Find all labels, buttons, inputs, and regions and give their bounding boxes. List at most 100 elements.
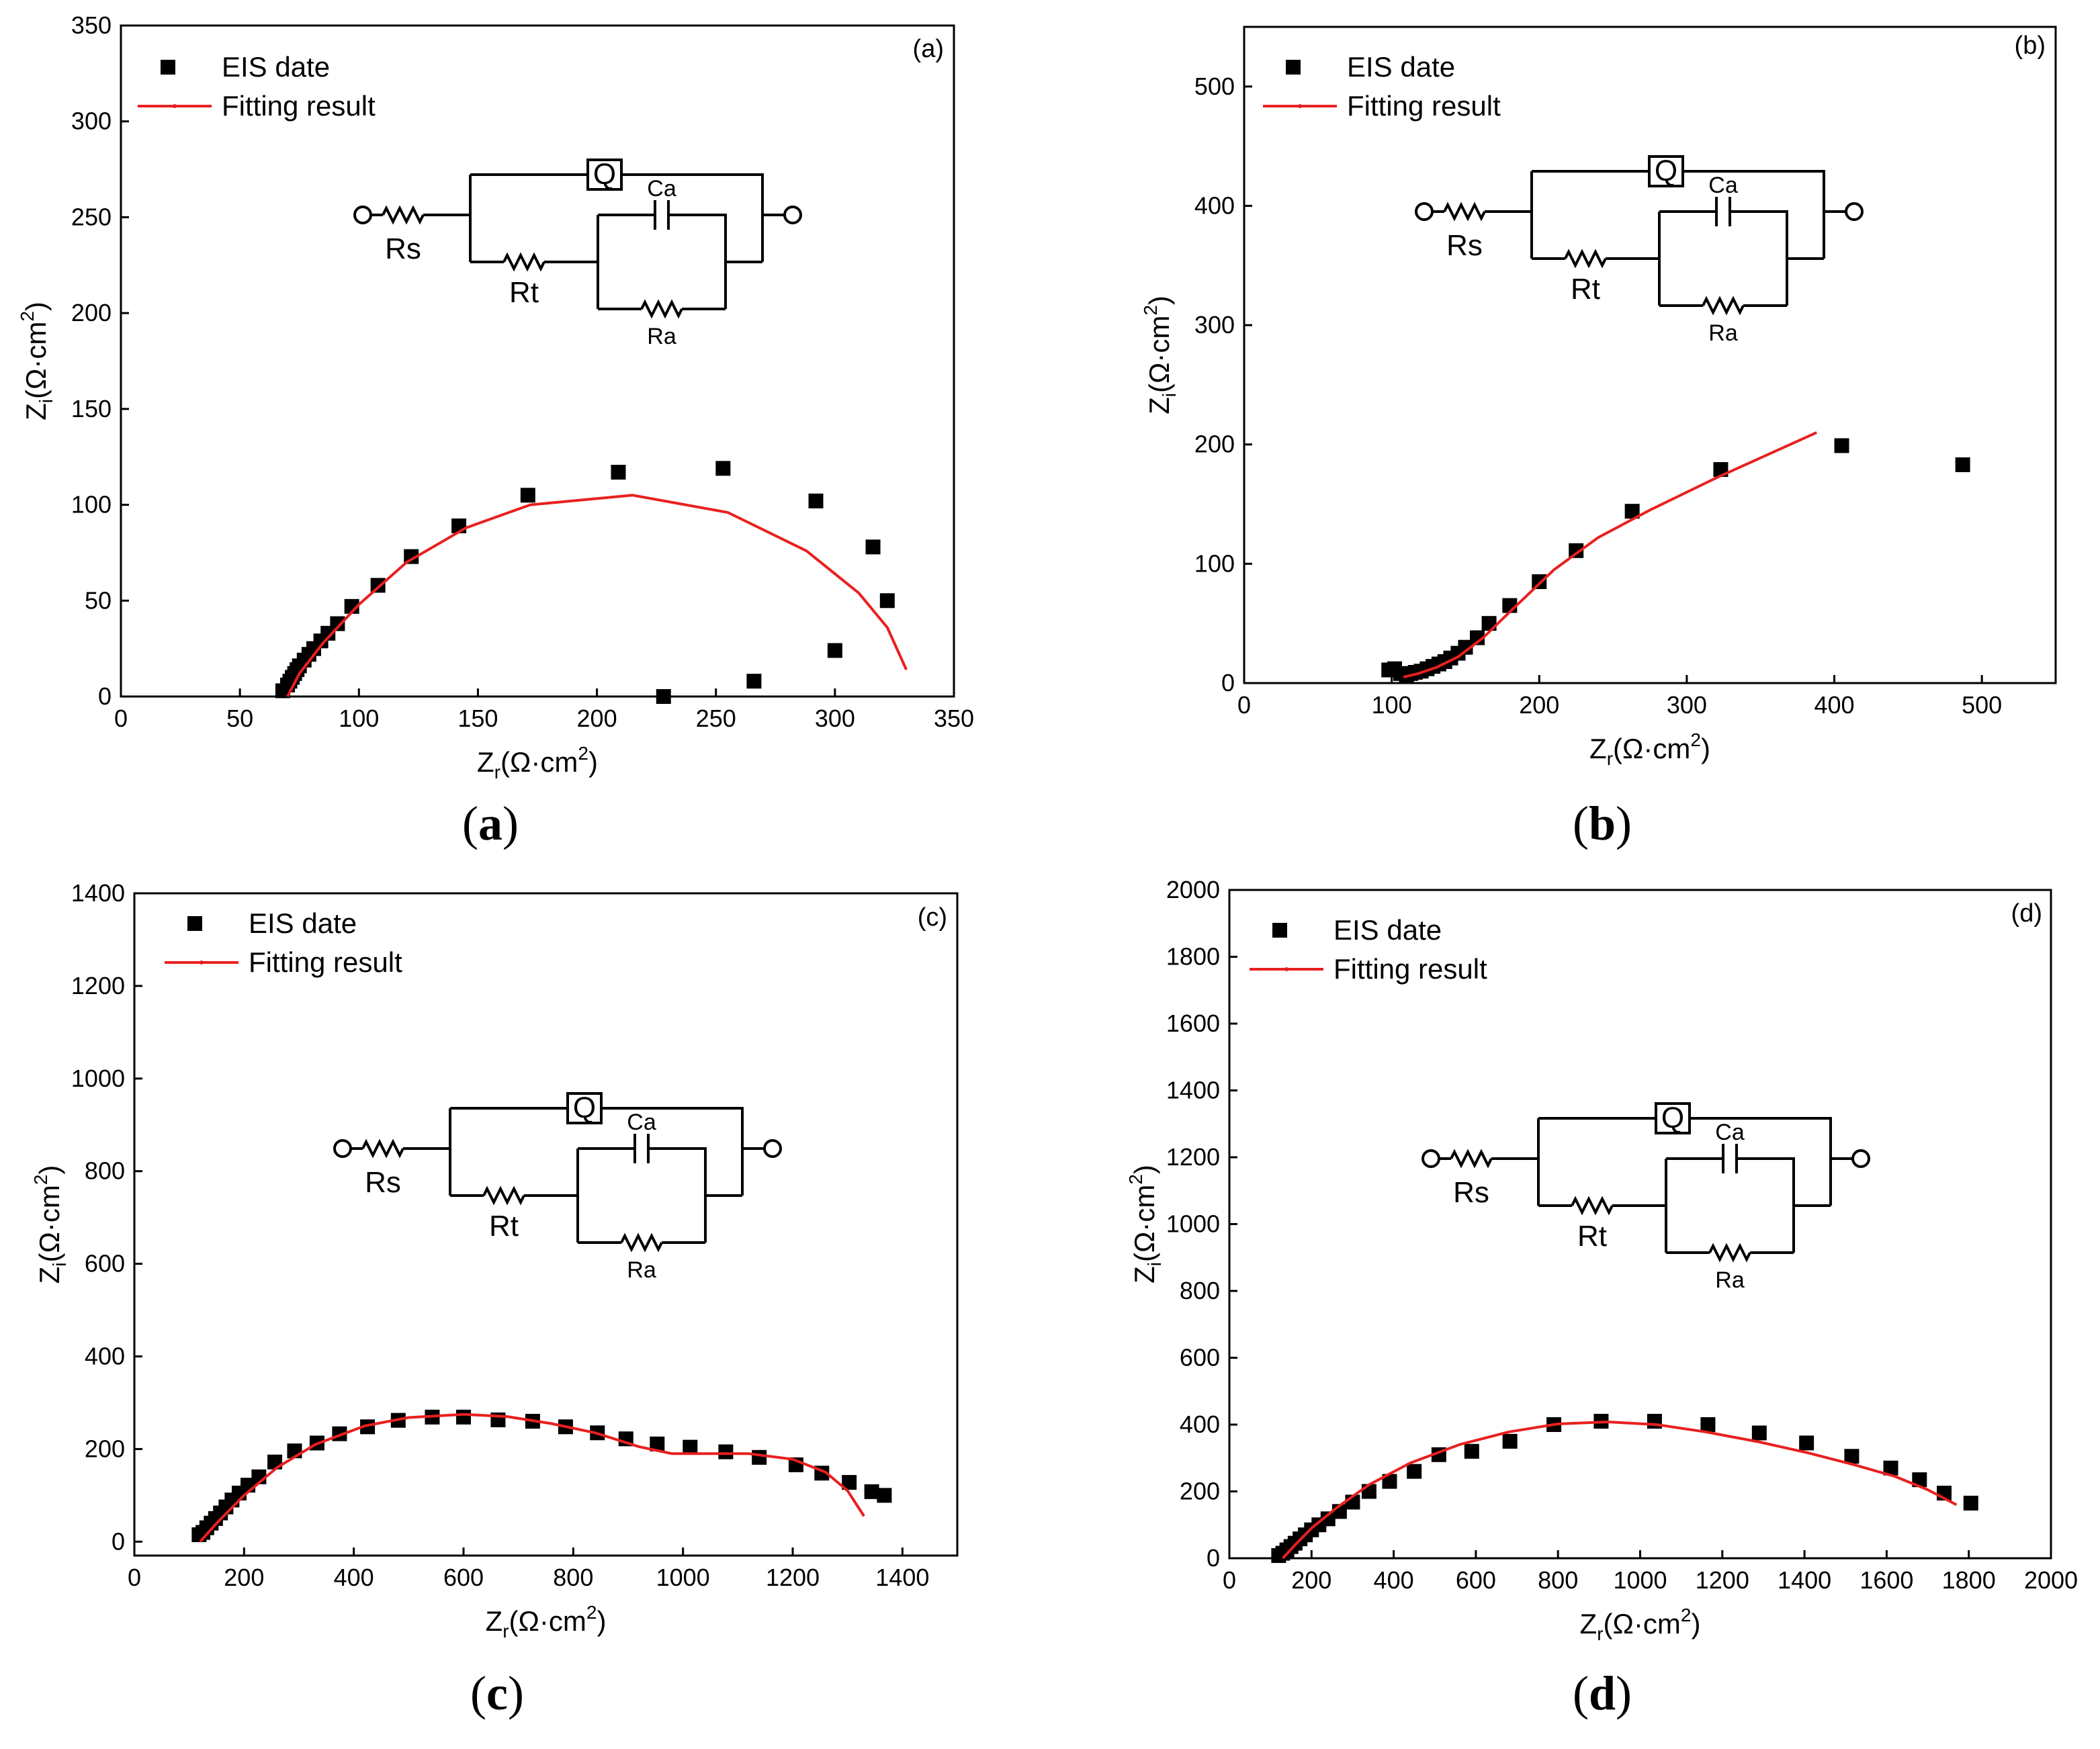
terminal-left-icon bbox=[1415, 202, 1434, 221]
legend-fit-dot-icon bbox=[200, 960, 204, 965]
data-point bbox=[865, 539, 881, 555]
data-point bbox=[650, 1436, 665, 1451]
resistor-rt-icon bbox=[502, 252, 545, 272]
x-tick-label: 1800 bbox=[1942, 1566, 1996, 1594]
terminal-left-icon bbox=[1421, 1149, 1440, 1168]
resistor-rt-icon bbox=[1571, 1196, 1614, 1216]
data-point bbox=[1532, 574, 1547, 590]
panel-corner-label: (d) bbox=[2011, 899, 2042, 928]
panel-caption: (c) bbox=[470, 1666, 524, 1720]
legend-line-label: Fitting result bbox=[1333, 953, 1487, 985]
capacitor-ca-icon bbox=[1722, 1144, 1738, 1173]
y-axis-label-text: Zi(Ω·cm2) bbox=[1125, 1165, 1165, 1284]
x-tick-label: 150 bbox=[457, 705, 498, 732]
wire-top bbox=[450, 1107, 744, 1196]
y-tick-label: 200 bbox=[71, 299, 112, 326]
y-axis-label-sup: 2 bbox=[1125, 1174, 1146, 1185]
x-tick-label: 250 bbox=[696, 705, 736, 732]
panel-a: 0 50 100 150 200 250 300 350 0 50 100 150 200 250 300 3… bbox=[17, 11, 974, 850]
x-tick-label: 300 bbox=[1667, 691, 1707, 719]
x-tick-label: 100 bbox=[1372, 691, 1412, 719]
y-axis-label-close: ) bbox=[1129, 1165, 1160, 1174]
y-tick-label: 200 bbox=[85, 1435, 125, 1462]
x-tick-label: 500 bbox=[1962, 691, 2002, 719]
resistor-rs-icon bbox=[1450, 1149, 1493, 1169]
equivalent-circuit: Q Ca Rs Rt Ra bbox=[333, 1091, 782, 1283]
x-axis-label-sup: 2 bbox=[578, 743, 588, 764]
legend-points-label: EIS date bbox=[222, 51, 330, 83]
caption-open: ( bbox=[1573, 1666, 1589, 1720]
y-axis-label-close: ) bbox=[20, 302, 52, 311]
legend-square-icon bbox=[1286, 60, 1301, 75]
x-tick-label: 350 bbox=[934, 705, 974, 732]
y-axis-label: Zi(Ω·cm2) bbox=[17, 302, 56, 420]
x-tick-label: 0 bbox=[1223, 1566, 1236, 1594]
data-point bbox=[1458, 639, 1473, 655]
label-q: Q bbox=[1661, 1102, 1684, 1134]
legend: EIS date Fitting result bbox=[1263, 51, 1501, 122]
legend-fit-dot-icon bbox=[173, 104, 177, 108]
resistor-ra-icon bbox=[640, 299, 683, 319]
x-tick-label: 300 bbox=[815, 705, 855, 732]
legend-fit-dot-icon bbox=[1298, 104, 1302, 108]
y-axis-label-unit: (Ω·cm bbox=[34, 1185, 65, 1262]
x-axis-label-close: ) bbox=[1691, 1608, 1700, 1640]
label-rt: Rt bbox=[1577, 1220, 1607, 1253]
legend-fit-dot-icon bbox=[1284, 967, 1288, 971]
wire-ra-out bbox=[1743, 257, 1824, 307]
x-tick-label: 0 bbox=[1237, 691, 1251, 719]
equivalent-circuit: Q Ca Rs Rt Ra bbox=[1421, 1102, 1870, 1293]
x-tick-label: 200 bbox=[577, 705, 617, 732]
data-point bbox=[1883, 1460, 1898, 1476]
resistor-rs-icon bbox=[361, 1138, 404, 1159]
capacitor-ca-icon bbox=[654, 200, 670, 230]
y-axis-label-text: Zi(Ω·cm2) bbox=[17, 302, 56, 420]
data-point bbox=[752, 1449, 767, 1465]
label-ca: Ca bbox=[647, 176, 676, 201]
x-axis-label-close: ) bbox=[1701, 733, 1710, 764]
x-tick-label: 50 bbox=[226, 705, 253, 732]
y-tick-label: 300 bbox=[71, 107, 112, 135]
resistor-ra-icon bbox=[1702, 296, 1745, 316]
x-axis-label-unit: (Ω·cm bbox=[500, 746, 578, 778]
x-axis-label: Zr(Ω·cm2) bbox=[477, 743, 598, 782]
x-axis-label: Zr(Ω·cm2) bbox=[486, 1602, 607, 1642]
wire-rs bbox=[403, 1108, 451, 1196]
resistor-ra-icon bbox=[1708, 1243, 1751, 1263]
x-axis-label-base: Z bbox=[1589, 733, 1607, 764]
wire-rt-out bbox=[544, 215, 599, 309]
terminal-right-icon bbox=[1851, 1149, 1870, 1168]
x-axis-label-text: Zr(Ω·cm2) bbox=[477, 743, 598, 782]
y-axis-label-text: Zi(Ω·cm2) bbox=[1140, 296, 1180, 414]
x-axis-label-close: ) bbox=[597, 1605, 606, 1637]
terminal-right-icon bbox=[763, 1139, 782, 1158]
plot-frame bbox=[1243, 26, 2057, 684]
data-point bbox=[1963, 1495, 1978, 1511]
x-tick-label: 600 bbox=[1456, 1566, 1496, 1594]
label-ca: Ca bbox=[627, 1110, 656, 1135]
legend-square-icon bbox=[1272, 923, 1287, 938]
y-tick-label: 0 bbox=[98, 682, 112, 710]
y-tick-label: 1200 bbox=[71, 972, 125, 999]
legend: EIS date Fitting result bbox=[1250, 914, 1487, 985]
data-point bbox=[842, 1475, 857, 1490]
y-tick-label: 1800 bbox=[1166, 943, 1220, 971]
data-point bbox=[1799, 1435, 1814, 1451]
data-point bbox=[715, 461, 731, 476]
x-axis-label: Zr(Ω·cm2) bbox=[1580, 1605, 1701, 1644]
data-point bbox=[864, 1484, 879, 1499]
plot-frame bbox=[133, 892, 959, 1557]
y-tick-label: 400 bbox=[85, 1343, 125, 1370]
y-axis-label-base: Z bbox=[20, 403, 52, 420]
data-point bbox=[1407, 1464, 1422, 1479]
panel-d: 0 200 400 600 800 1000 1200 1400 1600 1800 2000 0 20… bbox=[1125, 876, 2078, 1720]
y-tick-label: 100 bbox=[71, 491, 112, 519]
x-tick-label: 400 bbox=[1814, 691, 1855, 719]
wire-rs bbox=[1491, 1118, 1540, 1206]
y-axis-label-close: ) bbox=[34, 1165, 65, 1175]
label-ra: Ra bbox=[627, 1257, 656, 1283]
data-point bbox=[656, 689, 671, 704]
wire-rt-out bbox=[1612, 1159, 1667, 1253]
equivalent-circuit: Q Ca Rs Rt Ra bbox=[1415, 154, 1864, 346]
